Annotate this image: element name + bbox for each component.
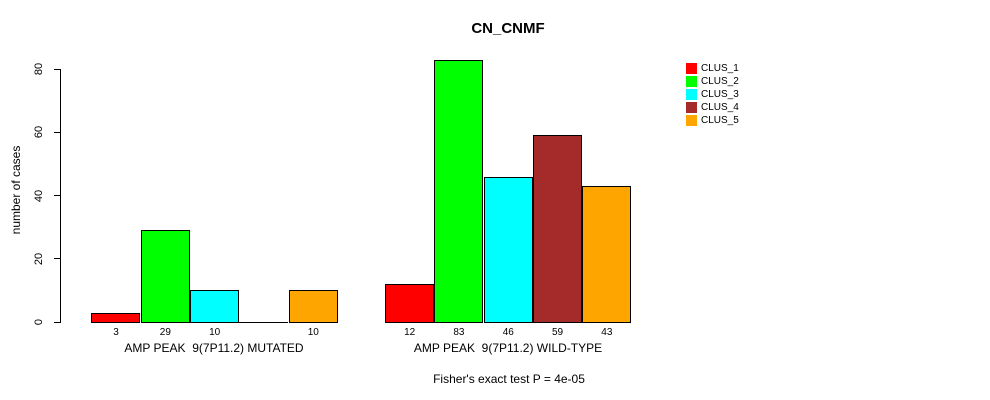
bar-clus_2-group2 (434, 60, 483, 323)
legend-label-clus_4: CLUS_4 (701, 102, 739, 113)
group-label-mutated: AMP PEAK 9(7P11.2) MUTATED (124, 341, 304, 355)
legend-label-clus_3: CLUS_3 (701, 89, 739, 100)
chart-title: CN_CNMF (471, 20, 545, 37)
y-axis-line (60, 69, 61, 323)
bar-clus_4-group2 (533, 135, 582, 323)
y-tick-label-20: 20 (33, 252, 45, 265)
bar-clus_1-group2 (385, 284, 434, 323)
bar-value-label-clus_1-group1: 3 (113, 327, 119, 338)
bar-value-label-clus_3-group2: 46 (502, 327, 514, 338)
bar-value-label-clus_5-group2: 43 (601, 327, 613, 338)
legend-swatch-clus_5 (686, 115, 697, 126)
bar-clus_4-group1 (239, 322, 288, 323)
bar-clus_3-group1 (190, 290, 239, 323)
y-tick-label-0: 0 (33, 318, 45, 326)
y-tick-mark-0 (54, 321, 61, 323)
bar-clus_3-group2 (484, 177, 533, 323)
y-tick-label-40: 40 (33, 189, 45, 202)
legend-swatch-clus_2 (686, 76, 697, 87)
legend-label-clus_1: CLUS_1 (701, 63, 739, 74)
bar-value-label-clus_1-group2: 12 (404, 327, 416, 338)
y-tick-mark-80 (54, 68, 61, 70)
legend-label-clus_2: CLUS_2 (701, 76, 739, 87)
bar-value-label-clus_5-group1: 10 (307, 327, 319, 338)
y-tick-mark-60 (54, 131, 61, 133)
legend-swatch-clus_3 (686, 89, 697, 100)
group-label-wild-type: AMP PEAK 9(7P11.2) WILD-TYPE (413, 341, 603, 355)
y-tick-label-60: 60 (33, 126, 45, 139)
fisher-test-footnote: Fisher's exact test P = 4e-05 (433, 372, 585, 386)
bar-clus_5-group1 (289, 290, 338, 323)
bar-clus_1-group1 (91, 313, 140, 323)
legend-swatch-clus_1 (686, 63, 697, 74)
bar-value-label-clus_2-group1: 29 (159, 327, 171, 338)
y-tick-mark-40 (54, 195, 61, 196)
bar-value-label-clus_4-group2: 59 (551, 327, 564, 338)
y-tick-mark-20 (54, 258, 61, 260)
legend-swatch-clus_4 (686, 102, 697, 113)
bar-clus_2-group1 (141, 230, 190, 323)
y-tick-label-80: 80 (33, 62, 45, 76)
bar-clus_5-group2 (582, 186, 631, 323)
bar-value-label-clus_3-group1: 10 (209, 327, 221, 338)
bar-value-label-clus_2-group2: 83 (453, 327, 465, 338)
legend-label-clus_5: CLUS_5 (701, 115, 739, 126)
y-axis-title: number of cases (9, 145, 23, 235)
